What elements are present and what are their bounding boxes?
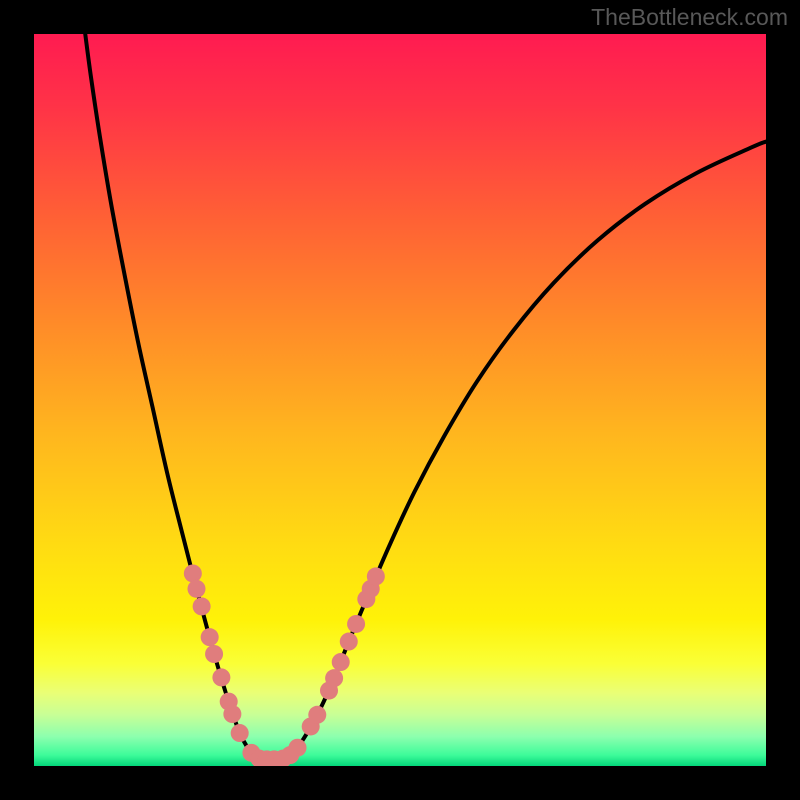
chart-svg [34,34,766,766]
data-marker [367,567,385,585]
plot-area [34,34,766,766]
data-marker [205,645,223,663]
data-marker [231,724,249,742]
watermark-text: TheBottleneck.com [591,4,788,31]
data-marker [223,705,241,723]
curve-path [85,34,766,759]
data-marker [201,628,219,646]
data-marker [340,633,358,651]
chart-container: TheBottleneck.com [0,0,800,800]
data-marker [212,668,230,686]
data-marker [325,669,343,687]
data-marker [289,739,307,757]
data-marker [184,564,202,582]
data-marker [347,615,365,633]
data-marker [188,580,206,598]
data-marker [193,597,211,615]
data-marker [308,706,326,724]
data-marker [332,653,350,671]
